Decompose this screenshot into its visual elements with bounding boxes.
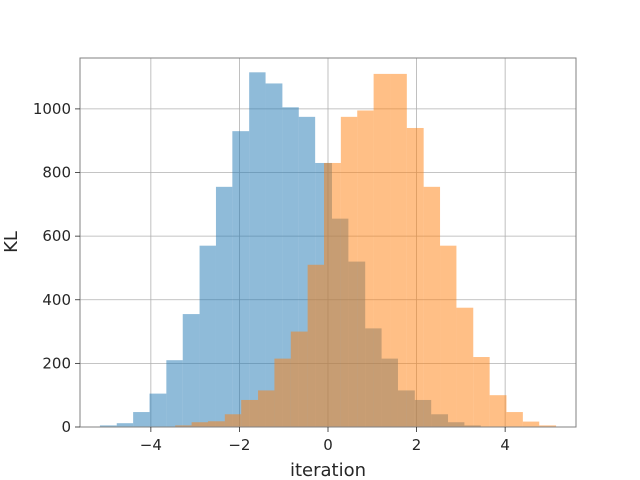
x-tick-label: 0 <box>323 436 333 454</box>
histogram-bar-series-1 <box>265 83 283 427</box>
histogram-bar-series-2 <box>324 162 341 428</box>
histogram-bar-series-1 <box>166 360 183 427</box>
y-tick-label: 600 <box>42 227 71 245</box>
histogram-bar-series-2 <box>258 390 275 427</box>
y-tick-label: 1000 <box>33 100 71 118</box>
histogram-bar-series-1 <box>116 423 134 427</box>
histogram-bar-series-2 <box>456 307 474 427</box>
histogram-bar-series-2 <box>539 425 557 427</box>
histogram-bar-series-2 <box>207 421 225 427</box>
axis-ticks: −4 −2 0 2 4 0 200 400 600 800 1000 <box>33 100 510 454</box>
histogram-bar-series-2 <box>506 412 523 427</box>
histogram-bar-series-2 <box>423 186 441 427</box>
histogram-bar-series-1 <box>249 72 266 428</box>
histogram-bar-series-2 <box>175 425 192 427</box>
histogram-bar-series-2 <box>290 331 308 427</box>
histogram-bar-series-2 <box>357 110 374 428</box>
y-tick-label: 800 <box>42 164 71 182</box>
histogram-bar-series-2 <box>522 421 540 427</box>
histogram-bar-series-2 <box>241 399 259 427</box>
histogram-bar-series-2 <box>489 395 507 427</box>
histogram-bar-series-2 <box>406 127 424 427</box>
y-tick-label: 0 <box>61 418 71 436</box>
y-tick-label: 400 <box>42 291 71 309</box>
histogram-bar-series-2 <box>340 116 358 428</box>
x-axis-label: iteration <box>290 460 366 480</box>
histogram-bar-series-1 <box>182 314 200 427</box>
histogram-bar-series-2 <box>440 245 457 427</box>
histogram-bar-series-2 <box>224 414 242 427</box>
x-tick-label: −4 <box>140 436 162 454</box>
histogram-bar-series-2 <box>473 357 490 427</box>
histogram-bar-series-1 <box>215 186 233 427</box>
histogram-bar-series-1 <box>99 425 117 427</box>
y-tick-label: 200 <box>42 354 71 372</box>
histogram-bar-series-2 <box>307 264 325 427</box>
histogram-bar-series-2 <box>373 73 391 427</box>
x-tick-label: 4 <box>500 436 510 454</box>
x-tick-label: −2 <box>228 436 250 454</box>
histogram-bar-series-2 <box>191 422 208 427</box>
histogram-bar-series-1 <box>149 393 167 427</box>
histogram-bar-series-1 <box>133 412 150 427</box>
x-tick-label: 2 <box>412 436 422 454</box>
histogram-bar-series-1 <box>232 131 250 427</box>
histogram-bar-series-2 <box>274 358 291 427</box>
histogram-bars <box>99 72 557 428</box>
histogram-bar-series-2 <box>390 73 407 427</box>
histogram-bar-series-1 <box>199 245 216 427</box>
y-axis-label: KL <box>1 231 22 253</box>
